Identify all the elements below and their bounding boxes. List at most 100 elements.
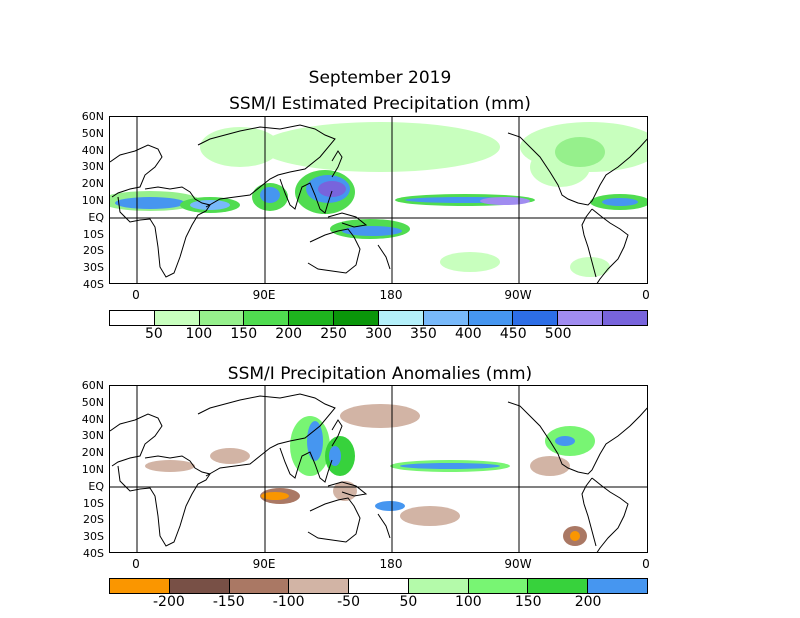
- field-patch: [602, 198, 638, 206]
- lon-tick-label: 90E: [252, 557, 276, 571]
- lat-tick-label: 20N: [81, 177, 104, 191]
- field-patch: [260, 122, 500, 172]
- legend-label: 500: [544, 326, 572, 342]
- legend-label: 300: [365, 326, 392, 342]
- legend-swatch: [229, 579, 290, 593]
- legend-label: -150: [212, 594, 245, 610]
- lat-tick-label: 30N: [81, 160, 104, 174]
- legend-swatch: [423, 311, 469, 325]
- coastline: [117, 186, 211, 278]
- field-patch: [555, 436, 575, 446]
- coastline: [307, 497, 361, 543]
- lat-tick-label: 20N: [81, 446, 104, 460]
- legend-label: 400: [454, 326, 482, 342]
- legend-swatch: [199, 311, 245, 325]
- field-patch: [261, 492, 289, 500]
- coastline: [331, 419, 343, 447]
- lon-tick-label: 0: [642, 557, 650, 571]
- coastline: [377, 513, 391, 539]
- field-patch: [400, 506, 460, 526]
- coastline: [117, 455, 211, 547]
- field-patch: [400, 463, 500, 469]
- legend-label: 50: [399, 594, 418, 610]
- legend-swatch: [603, 311, 647, 325]
- legend-swatch: [513, 311, 559, 325]
- map-canvas: [110, 386, 647, 552]
- legend-label: 350: [410, 326, 437, 342]
- lon-tick-label: 90E: [252, 288, 276, 302]
- lat-tick-label: 10S: [83, 496, 104, 510]
- lat-tick-label: 60N: [81, 110, 104, 123]
- lat-tick-label: 10N: [81, 194, 104, 207]
- legend-label: -50: [337, 594, 360, 610]
- field-patch: [480, 197, 530, 205]
- precip-panel-title: SSM/I Estimated Precipitation (mm): [229, 94, 531, 114]
- field-patch: [570, 531, 580, 541]
- legend-swatch: [468, 311, 514, 325]
- lon-tick-label: 180: [379, 557, 403, 571]
- coastline: [327, 481, 368, 497]
- legend-swatch: [169, 579, 230, 593]
- field-patch: [375, 501, 405, 511]
- field-patch: [555, 137, 605, 167]
- legend-label: 150: [514, 594, 542, 610]
- field-patch: [307, 421, 323, 461]
- lon-tick-label: 0: [132, 557, 140, 571]
- precipitation-map: [109, 116, 648, 284]
- coastline: [591, 477, 629, 552]
- legend-swatch: [408, 579, 469, 593]
- legend-swatch: [110, 311, 155, 325]
- legend-swatch: [468, 579, 529, 593]
- coastline: [307, 228, 361, 274]
- field-patch: [200, 127, 280, 167]
- lat-tick-label: EQ: [88, 479, 104, 493]
- legend-swatch: [528, 579, 589, 593]
- legend-swatch: [289, 311, 335, 325]
- lat-tick-label: 40N: [81, 143, 104, 157]
- legend-label: -200: [152, 594, 185, 610]
- coastline: [279, 178, 333, 214]
- coastline: [591, 208, 629, 283]
- lon-tick-label: 90W: [504, 288, 532, 302]
- anomaly-legend-bar: [109, 578, 648, 594]
- coastline: [197, 393, 336, 477]
- coastline: [110, 413, 163, 467]
- legend-label: 200: [275, 326, 303, 342]
- lat-tick-label: 30S: [83, 261, 104, 275]
- lat-tick-label: 10S: [83, 227, 104, 241]
- anomaly-map: [109, 385, 648, 553]
- lon-tick-label: 180: [379, 288, 403, 302]
- lon-tick-label: 0: [642, 288, 650, 302]
- figure-title: September 2019: [308, 68, 452, 88]
- legend-swatch: [588, 579, 648, 593]
- field-patch: [342, 226, 402, 236]
- field-patch: [210, 448, 250, 464]
- field-patch: [145, 460, 195, 472]
- lat-tick-label: 10N: [81, 463, 104, 476]
- legend-label: 200: [574, 594, 602, 610]
- legend-label: 100: [454, 594, 482, 610]
- lat-tick-label: 30S: [83, 530, 104, 544]
- field-patch: [570, 257, 610, 277]
- legend-label: 150: [230, 326, 258, 342]
- lat-tick-label: 50N: [81, 126, 104, 140]
- precip-legend-bar: [109, 310, 648, 326]
- lat-tick-label: 20S: [83, 513, 104, 527]
- field-patch: [333, 481, 357, 501]
- coastline: [327, 212, 368, 228]
- coastline: [331, 150, 343, 178]
- field-patch: [260, 187, 280, 203]
- anomaly-panel-title: SSM/I Precipitation Anomalies (mm): [227, 364, 533, 384]
- lat-tick-label: EQ: [88, 210, 104, 224]
- legend-swatch: [334, 311, 379, 325]
- coastline: [507, 132, 647, 206]
- map-canvas: [110, 117, 647, 283]
- legend-label: -100: [272, 594, 305, 610]
- lat-tick-label: 40S: [83, 278, 104, 291]
- lat-tick-label: 50N: [81, 395, 104, 409]
- legend-swatch: [378, 311, 424, 325]
- legend-swatch: [244, 311, 290, 325]
- field-patch: [440, 252, 500, 272]
- legend-label: 450: [499, 326, 527, 342]
- lat-tick-label: 40N: [81, 412, 104, 426]
